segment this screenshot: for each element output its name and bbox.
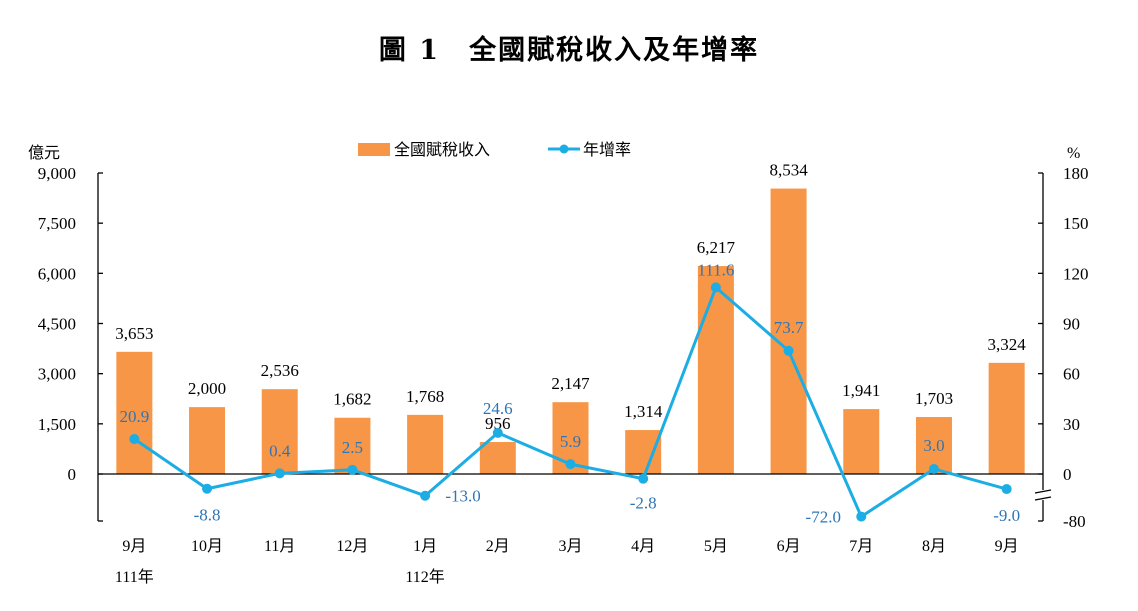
- x-axis-label: 11月: [264, 538, 295, 555]
- year-label: 111年: [115, 568, 154, 586]
- growth-rate-point: [783, 345, 794, 356]
- x-axis-label: 7月: [849, 538, 873, 555]
- x-axis-label: 8月: [922, 538, 946, 555]
- x-axis-label: 10月: [191, 538, 223, 555]
- growth-rate-label: 111.6: [697, 260, 734, 279]
- x-axis-label: 2月: [486, 538, 510, 555]
- growth-rate-point: [420, 490, 431, 501]
- right-axis-tick-label: -80: [1063, 512, 1086, 531]
- growth-rate-label: -9.0: [993, 506, 1020, 525]
- growth-rate-point: [492, 427, 503, 438]
- chart-title: 圖 1 全國賦稅收入及年增率: [378, 35, 760, 66]
- bar: [770, 188, 807, 474]
- growth-rate-point: [129, 434, 140, 445]
- growth-rate-point: [710, 282, 721, 293]
- left-axis-unit: 億元: [28, 144, 60, 162]
- growth-rate-label: -13.0: [445, 487, 480, 506]
- left-axis-tick-label: 1,500: [38, 415, 76, 434]
- x-axis-label: 5月: [704, 538, 728, 555]
- growth-rate-label: 73.7: [774, 318, 804, 337]
- legend-line-label: 年增率: [583, 141, 631, 159]
- axis-break-mark: [1034, 496, 1052, 501]
- legend-line-marker: [559, 144, 569, 154]
- bar-value-label: 1,314: [624, 402, 663, 421]
- growth-rate-label: -2.8: [630, 494, 657, 513]
- growth-rate-point: [928, 463, 939, 474]
- legend-bar-label: 全國賦稅收入: [394, 141, 490, 159]
- bar-value-label: 3,653: [115, 324, 153, 343]
- year-label: 112年: [405, 568, 444, 586]
- x-axis-label: 6月: [777, 538, 801, 555]
- x-axis-label: 4月: [631, 538, 655, 555]
- growth-rate-label: -72.0: [806, 508, 841, 527]
- bar-value-label: 2,147: [551, 374, 590, 393]
- bar: [843, 409, 880, 474]
- bar: [625, 430, 662, 474]
- x-axis-label: 9月: [995, 538, 1019, 555]
- growth-rate-label: 24.6: [483, 399, 513, 418]
- growth-rate-point: [274, 468, 285, 479]
- bar: [189, 407, 226, 474]
- left-axis-tick-label: 6,000: [38, 264, 76, 283]
- growth-rate-point: [565, 459, 576, 470]
- right-axis-tick-label: 120: [1063, 264, 1089, 283]
- right-axis-tick-label: 60: [1063, 365, 1080, 384]
- bar-value-label: 2,536: [261, 361, 299, 380]
- bar: [261, 389, 298, 474]
- x-axis-label: 3月: [558, 538, 582, 555]
- bar: [988, 362, 1025, 474]
- bar: [116, 351, 153, 474]
- bar-value-label: 1,703: [915, 389, 953, 408]
- left-axis-tick-label: 7,500: [38, 214, 76, 233]
- right-axis-tick-label: 180: [1063, 164, 1089, 183]
- left-axis-tick-label: 3,000: [38, 365, 76, 384]
- growth-rate-label: 5.9: [560, 432, 581, 451]
- bar: [407, 414, 444, 474]
- growth-rate-label: 2.5: [342, 438, 363, 457]
- x-axis-label: 9月: [122, 538, 146, 555]
- right-axis-tick-label: 90: [1063, 315, 1080, 334]
- x-axis-label: 1月: [413, 538, 437, 555]
- axis-break-mark: [1034, 489, 1052, 494]
- bar-value-label: 2,000: [188, 379, 226, 398]
- bar-value-label: 956: [485, 414, 511, 433]
- bar-value-label: 8,534: [769, 161, 808, 180]
- growth-rate-label: 20.9: [119, 407, 149, 426]
- growth-rate-point: [1001, 484, 1012, 495]
- growth-rate-point: [347, 464, 358, 475]
- legend-bar-swatch: [358, 143, 390, 156]
- left-axis-tick-label: 0: [68, 465, 77, 484]
- bar: [334, 417, 371, 474]
- left-axis-tick-label: 9,000: [38, 164, 76, 183]
- right-axis-tick-label: 150: [1063, 214, 1089, 233]
- bar-value-label: 3,324: [988, 335, 1027, 354]
- right-axis-unit: %: [1067, 145, 1080, 162]
- bar-value-label: 1,682: [333, 390, 371, 409]
- bar-value-label: 6,217: [697, 238, 736, 257]
- growth-rate-label: 3.0: [923, 436, 944, 455]
- growth-rate-label: -8.8: [194, 506, 221, 525]
- growth-rate-label: 0.4: [269, 441, 291, 460]
- bar-value-label: 1,941: [842, 381, 880, 400]
- bar: [697, 266, 734, 474]
- left-axis-tick-label: 4,500: [38, 315, 76, 334]
- bar-value-label: 1,768: [406, 387, 444, 406]
- growth-rate-point: [638, 473, 649, 484]
- right-axis-tick-label: 0: [1063, 465, 1072, 484]
- x-axis-label: 12月: [336, 538, 368, 555]
- growth-rate-point: [202, 483, 213, 494]
- growth-rate-point: [856, 511, 867, 522]
- bar: [479, 442, 516, 474]
- right-axis-tick-label: 30: [1063, 415, 1080, 434]
